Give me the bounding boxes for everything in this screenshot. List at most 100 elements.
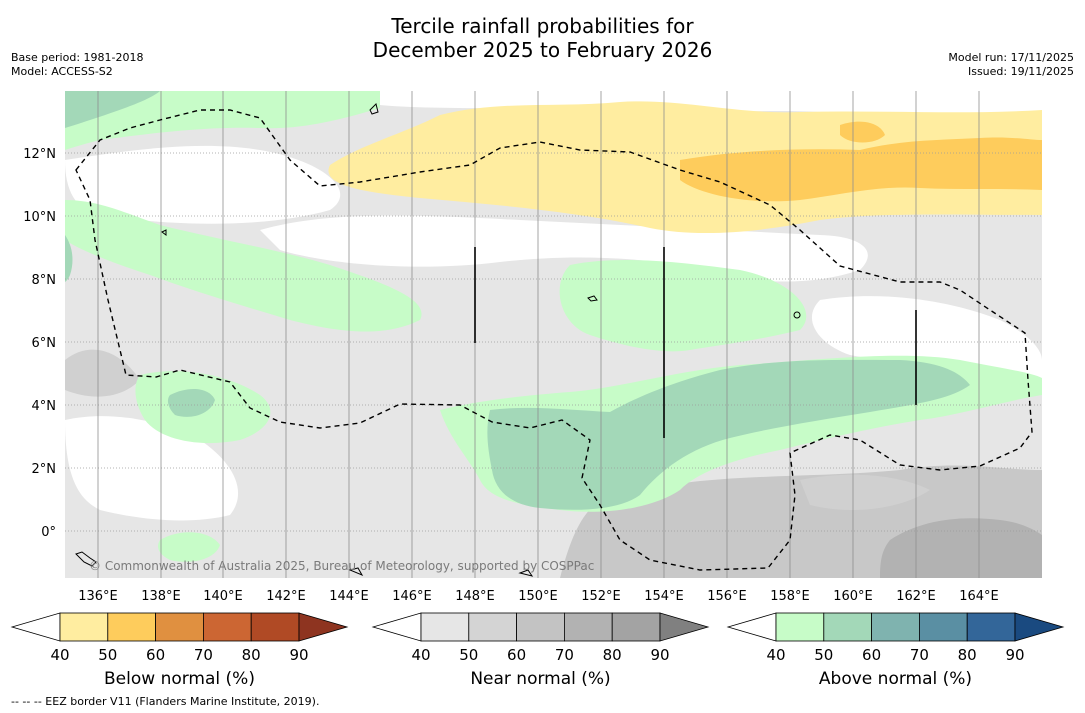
near-normal-70-west (65, 349, 140, 397)
islands (75, 103, 801, 577)
colorbar-segment (59, 612, 109, 642)
colorbar-segment (611, 612, 661, 642)
lat-label: 4°N (32, 399, 57, 414)
colorbar-tick-label: 70 (194, 646, 213, 664)
colorbar-tick-label: 50 (459, 646, 478, 664)
colorbar-max-extension (298, 612, 349, 642)
near-normal-70-lower-east (800, 474, 930, 510)
climatology-north-west (65, 145, 341, 224)
colorbar-tick-label: 80 (958, 646, 977, 664)
colorbar-tick-label: 60 (146, 646, 165, 664)
colorbar-tick-label: 90 (650, 646, 669, 664)
above-normal-50-north-west (65, 91, 380, 150)
colorbar-segment (202, 612, 252, 642)
colorbar-title: Near normal (%) (470, 669, 610, 689)
lat-label: 8°N (32, 273, 57, 288)
lon-label: 138°E (141, 589, 181, 604)
lon-label: 144°E (329, 589, 369, 604)
colorbar-segment (250, 612, 300, 642)
colorbar-min-extension (371, 612, 422, 642)
lat-label: 0° (41, 525, 56, 540)
base-period: Base period: 1981-2018 (11, 51, 144, 64)
model-name: Model: ACCESS-S2 (11, 65, 113, 78)
lon-label: 154°E (644, 589, 684, 604)
colorbar-tick-label: 50 (814, 646, 833, 664)
lon-label: 152°E (581, 589, 621, 604)
boundary-lines (474, 247, 917, 438)
copyright-text: © Commonwealth of Australia 2025, Bureau… (89, 559, 594, 573)
colorbar-segment (155, 612, 204, 642)
colorbar-tick-label: 80 (242, 646, 261, 664)
colorbar-title: Below normal (%) (104, 669, 255, 689)
lat-labels: 12°N 10°N 8°N 6°N 4°N 2°N 0° (23, 147, 56, 540)
lon-label: 160°E (833, 589, 873, 604)
above-normal-60-west (167, 388, 215, 417)
colorbar-tick-label: 90 (289, 646, 308, 664)
colorbar-min-extension (10, 612, 61, 642)
colorbar-tick-label: 40 (766, 646, 785, 664)
lon-label: 162°E (896, 589, 936, 604)
title-line-1: Tercile rainfall probabilities for (391, 14, 694, 38)
colorbar-segment (871, 612, 920, 642)
lon-label: 140°E (203, 589, 243, 604)
colorbar-tick-label: 40 (411, 646, 430, 664)
meta-right: Model run: 17/11/2025 Issued: 19/11/2025 (948, 51, 1074, 79)
lon-label: 164°E (959, 589, 999, 604)
colorbar-segment (107, 612, 157, 642)
colorbar-tick-label: 60 (862, 646, 881, 664)
colorbar-tick-label: 80 (603, 646, 622, 664)
lon-label: 146°E (392, 589, 432, 604)
colorbar-segment (468, 612, 517, 642)
below-normal-60-spot (840, 121, 885, 143)
colorbar-segment (919, 612, 968, 642)
colorbar-tick-label: 70 (910, 646, 929, 664)
colorbar-tick-label: 70 (555, 646, 574, 664)
climatology-east (811, 296, 1042, 380)
lat-label: 10°N (23, 210, 56, 225)
colorbars: 40 50 60 70 80 90 Below normal (%) 40 50 60 70 80 90… (10, 612, 1065, 689)
colorbar-tick-label: 50 (98, 646, 117, 664)
colorbar-segment (516, 612, 565, 642)
colorbar-tick-label: 60 (507, 646, 526, 664)
lon-label: 158°E (770, 589, 810, 604)
eez-legend: -- -- -- EEZ border V11 (Flanders Marine… (11, 695, 320, 708)
lon-label: 156°E (707, 589, 747, 604)
colorbar-segment (966, 612, 1016, 642)
lat-label: 6°N (32, 336, 57, 351)
colorbar-segment (775, 612, 825, 642)
colorbar-segment (420, 612, 470, 642)
map-field: © Commonwealth of Australia 2025, Bureau… (65, 91, 1042, 578)
above-normal-60-north-west (65, 91, 160, 128)
colorbar-2: 40 50 60 70 80 90 Above normal (%) (726, 612, 1065, 689)
colorbar-0: 40 50 60 70 80 90 Below normal (%) (10, 612, 349, 689)
above-normal-50-south-west-2 (158, 532, 220, 562)
model-run: Model run: 17/11/2025 (948, 51, 1074, 64)
lon-label: 150°E (518, 589, 558, 604)
lon-label: 148°E (455, 589, 495, 604)
meta-left: Base period: 1981-2018 Model: ACCESS-S2 (11, 51, 143, 79)
lat-label: 2°N (32, 462, 57, 477)
colorbar-title: Above normal (%) (819, 669, 972, 689)
lon-label: 136°E (78, 589, 118, 604)
colorbar-min-extension (726, 612, 777, 642)
near-normal-80-region (880, 518, 1042, 578)
above-normal-60-region (487, 359, 970, 510)
map-title: Tercile rainfall probabilities for Decem… (0, 14, 1085, 62)
above-normal-50-centre (559, 260, 807, 352)
lon-label: 142°E (266, 589, 306, 604)
colorbar-max-extension (659, 612, 710, 642)
lat-gridlines (65, 152, 1042, 532)
eez-border (75, 109, 1033, 571)
colorbar-segment (823, 612, 872, 642)
above-normal-50-west (65, 200, 422, 332)
colorbar-segment (564, 612, 613, 642)
title-line-2: December 2025 to February 2026 (372, 38, 713, 62)
lon-labels: 136°E 138°E 140°E 142°E 144°E 146°E 148°… (78, 589, 999, 604)
colorbar-tick-label: 90 (1005, 646, 1024, 664)
issued-date: Issued: 19/11/2025 (967, 65, 1074, 78)
colorbar-max-extension (1014, 612, 1065, 642)
lat-label: 12°N (23, 147, 56, 162)
above-normal-60-west-edge (65, 235, 73, 282)
colorbar-1: 40 50 60 70 80 90 Near normal (%) (371, 612, 710, 689)
